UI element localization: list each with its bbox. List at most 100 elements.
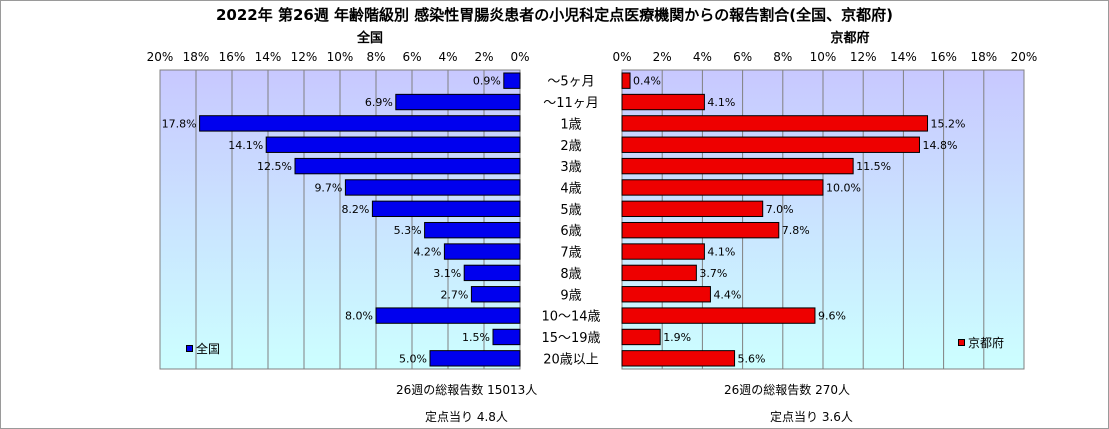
national-total-reports: 26週の総報告数 15013人 xyxy=(396,383,538,397)
kyoto-panel-title: 京都府 xyxy=(830,31,870,46)
category-label: 3歳 xyxy=(560,160,581,175)
category-label: 4歳 xyxy=(560,181,581,196)
national-data-label: 8.2% xyxy=(341,203,369,216)
kyoto-data-label: 4.1% xyxy=(707,246,735,259)
kyoto-bar xyxy=(621,221,780,239)
national-bar xyxy=(492,328,521,346)
kyoto-x-tick-label: 4% xyxy=(693,50,712,64)
category-label: 8歳 xyxy=(560,267,581,282)
kyoto-x-tick-label: 12% xyxy=(850,50,877,64)
kyoto-x-tick-label: 6% xyxy=(733,50,752,64)
kyoto-bar xyxy=(621,179,824,196)
kyoto-data-label: 9.6% xyxy=(818,310,846,323)
national-per-site: 定点当り 4.8人 xyxy=(425,410,508,424)
kyoto-bar xyxy=(621,286,711,303)
kyoto-data-label: 15.2% xyxy=(931,117,966,130)
national-data-label: 5.3% xyxy=(394,224,422,237)
category-label: 6歳 xyxy=(560,224,581,239)
national-data-label: 0.9% xyxy=(473,75,501,88)
category-label: 15～19歳 xyxy=(541,331,600,346)
category-label: 10～14歳 xyxy=(541,310,600,325)
kyoto-data-label: 4.1% xyxy=(707,96,735,109)
kyoto-legend: 京都府 xyxy=(958,334,1004,351)
national-data-label: 5.0% xyxy=(399,352,427,365)
kyoto-bar xyxy=(621,157,854,175)
kyoto-x-tick-label: 8% xyxy=(773,50,792,64)
national-x-tick-label: 2% xyxy=(474,50,493,64)
chart-title: 2022年 第26週 年齢階級別 感染性胃腸炎患者の小児科定点医療機関からの報告… xyxy=(215,6,893,24)
national-legend-label: 全国 xyxy=(196,342,221,356)
national-data-label: 6.9% xyxy=(365,96,393,109)
kyoto-legend-label: 京都府 xyxy=(968,336,1005,350)
national-x-tick-label: 12% xyxy=(291,50,318,64)
national-x-tick-label: 20% xyxy=(147,50,174,64)
national-x-tick-label: 18% xyxy=(183,50,210,64)
kyoto-bar xyxy=(621,307,816,324)
kyoto-x-tick-label: 2% xyxy=(653,50,672,64)
national-x-tick-label: 14% xyxy=(255,50,282,64)
kyoto-data-label: 7.8% xyxy=(782,224,810,237)
kyoto-bar xyxy=(621,93,705,111)
national-data-label: 12.5% xyxy=(257,160,292,173)
kyoto-x-tick-label: 14% xyxy=(890,50,917,64)
kyoto-per-site: 定点当り 3.6人 xyxy=(770,410,853,424)
kyoto-x-tick-label: 16% xyxy=(930,50,957,64)
category-label: 7歳 xyxy=(560,246,581,261)
category-label: 9歳 xyxy=(560,288,581,303)
category-label: 20歳以上 xyxy=(543,352,599,367)
category-label: ～11ヶ月 xyxy=(543,96,599,111)
kyoto-x-tick-label: 18% xyxy=(970,50,997,64)
kyoto-x-tick-label: 20% xyxy=(1011,50,1038,64)
national-panel-title: 全国 xyxy=(356,31,383,46)
national-x-tick-label: 10% xyxy=(327,50,354,64)
national-data-label: 2.7% xyxy=(440,288,468,301)
national-data-label: 1.5% xyxy=(462,331,490,344)
national-bar xyxy=(375,307,521,324)
national-data-label: 9.7% xyxy=(314,181,342,194)
kyoto-total-reports: 26週の総報告数 270人 xyxy=(724,383,850,397)
national-x-tick-label: 16% xyxy=(219,50,246,64)
national-data-label: 8.0% xyxy=(345,310,373,323)
kyoto-data-label: 1.9% xyxy=(663,331,691,344)
national-data-label: 17.8% xyxy=(162,117,197,130)
national-data-label: 14.1% xyxy=(228,139,263,152)
kyoto-bar xyxy=(621,243,705,260)
kyoto-x-tick-label: 10% xyxy=(810,50,837,64)
kyoto-data-label: 4.4% xyxy=(713,288,741,301)
national-legend-swatch xyxy=(186,345,193,352)
kyoto-legend-swatch xyxy=(958,339,965,346)
national-bar xyxy=(294,157,521,175)
kyoto-x-tick-label: 0% xyxy=(612,50,631,64)
national-bar xyxy=(429,350,521,367)
national-bar xyxy=(199,115,521,132)
category-label: 2歳 xyxy=(560,139,581,154)
kyoto-bar xyxy=(621,264,697,282)
national-data-label: 3.1% xyxy=(433,267,461,280)
national-bar xyxy=(463,264,521,282)
kyoto-data-label: 11.5% xyxy=(856,160,891,173)
kyoto-bar xyxy=(621,328,661,346)
kyoto-bar xyxy=(621,200,764,218)
kyoto-bar xyxy=(621,72,631,89)
national-bar xyxy=(443,243,521,260)
national-bar xyxy=(503,72,521,89)
kyoto-bar xyxy=(621,350,736,367)
kyoto-bar xyxy=(621,136,920,153)
category-label: 1歳 xyxy=(560,117,581,132)
national-x-tick-label: 4% xyxy=(438,50,457,64)
national-bar xyxy=(470,286,521,303)
category-label: 5歳 xyxy=(560,203,581,218)
kyoto-data-label: 5.6% xyxy=(738,352,766,365)
kyoto-bar xyxy=(621,115,929,132)
national-bar xyxy=(344,179,521,196)
kyoto-data-label: 10.0% xyxy=(826,181,861,194)
national-bar xyxy=(395,93,521,111)
national-legend: 全国 xyxy=(186,340,220,357)
national-bar xyxy=(424,221,521,239)
category-label: ～5ヶ月 xyxy=(547,75,594,90)
national-data-label: 4.2% xyxy=(413,246,441,259)
national-x-tick-label: 0% xyxy=(510,50,529,64)
national-x-tick-label: 6% xyxy=(402,50,421,64)
